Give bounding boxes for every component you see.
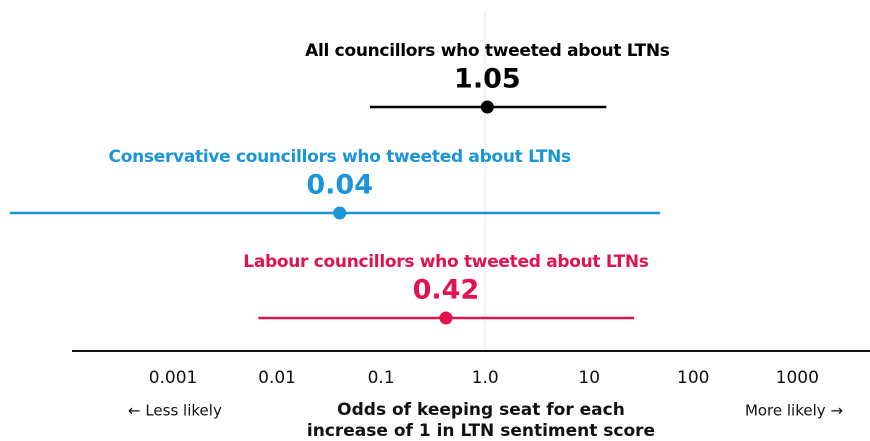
estimate-point bbox=[333, 206, 347, 220]
x-tick-label: 0.1 bbox=[368, 368, 395, 388]
x-tick-label: 100 bbox=[677, 368, 709, 388]
value-label: 0.04 bbox=[306, 170, 373, 201]
more-likely-note: More likely → bbox=[745, 402, 843, 420]
x-axis-label: increase of 1 in LTN sentiment score bbox=[307, 421, 655, 441]
x-tick-label: 10 bbox=[578, 368, 600, 388]
x-tick-label: 0.01 bbox=[258, 368, 296, 388]
series-name: All councillors who tweeted about LTNs bbox=[305, 41, 670, 61]
series-name: Labour councillors who tweeted about LTN… bbox=[243, 252, 649, 272]
value-label: 0.42 bbox=[413, 275, 480, 306]
x-tick-label: 1000 bbox=[776, 368, 819, 388]
x-tick-label: 1.0 bbox=[472, 368, 499, 388]
value-label: 1.05 bbox=[454, 64, 521, 95]
series-name: Conservative councillors who tweeted abo… bbox=[109, 147, 571, 167]
x-axis-label: Odds of keeping seat for each bbox=[337, 400, 625, 420]
less-likely-note: ← Less likely bbox=[128, 402, 222, 420]
x-tick-label: 0.001 bbox=[149, 368, 198, 388]
estimate-point bbox=[480, 100, 494, 114]
estimate-point bbox=[439, 311, 453, 325]
